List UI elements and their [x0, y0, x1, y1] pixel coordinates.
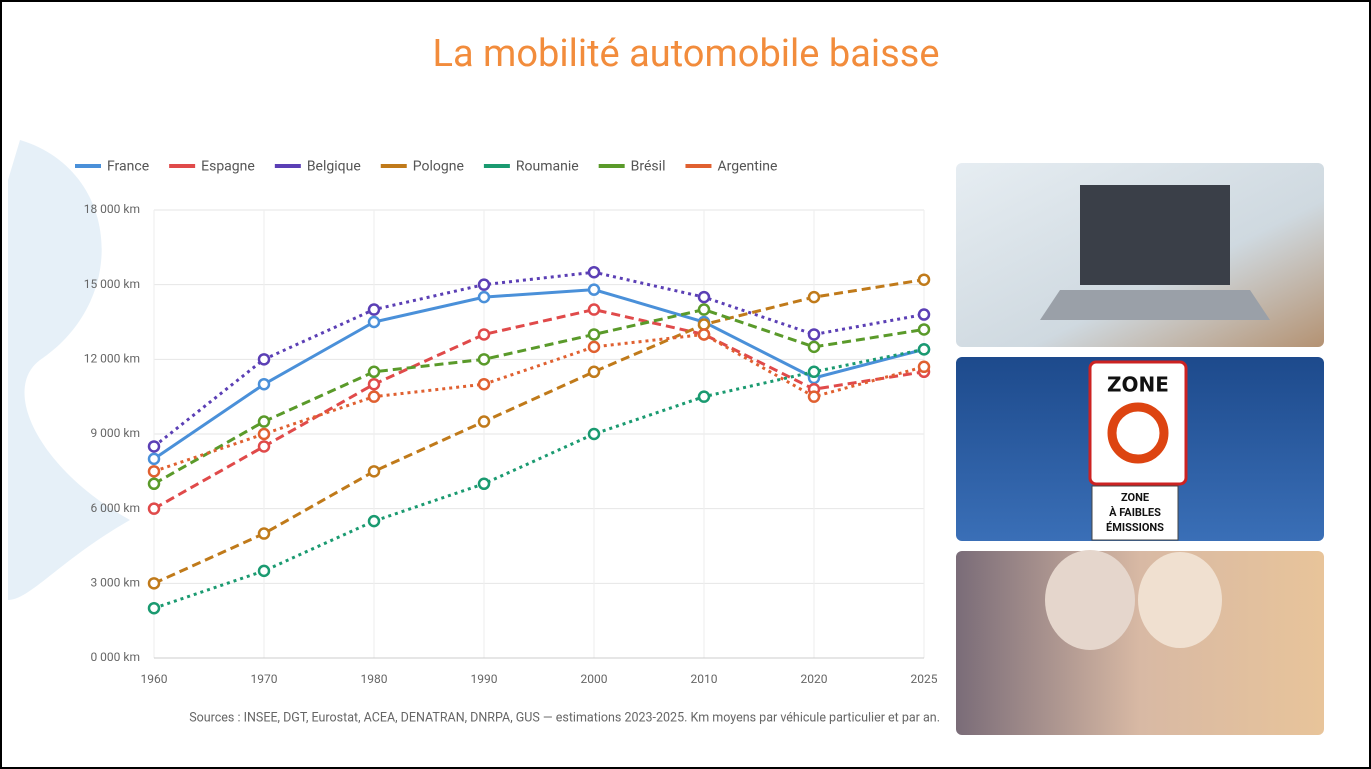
- point-marker: [147, 477, 161, 491]
- series-line: [153, 270, 925, 448]
- point-marker: [587, 328, 601, 341]
- legend-label: Belgique: [307, 159, 361, 175]
- laptop-base: [1040, 290, 1270, 320]
- x-tick-label: 2010: [691, 672, 718, 686]
- point-marker: [147, 502, 161, 515]
- x-tick-label: 1990: [471, 672, 498, 686]
- legend-label: Brésil: [631, 159, 666, 175]
- point-marker: [587, 303, 601, 316]
- y-tick-label: 15 000 km: [84, 277, 140, 291]
- person-head: [1045, 550, 1135, 650]
- point-marker: [477, 278, 491, 291]
- sign-panel: [1088, 360, 1188, 486]
- point-marker: [807, 328, 821, 341]
- point-marker: [587, 283, 601, 296]
- point-marker: [807, 365, 821, 379]
- legend-label: Pologne: [413, 159, 464, 175]
- series-line: [153, 307, 925, 486]
- sign-sub-text: ZONE: [1121, 491, 1149, 504]
- series-line: [153, 278, 925, 585]
- point-marker: [257, 440, 271, 453]
- chart-title: La mobilité automobile baisse: [433, 32, 940, 76]
- point-marker: [257, 377, 271, 391]
- point-marker: [697, 318, 711, 331]
- x-tick-label: 1980: [361, 672, 388, 686]
- sign-text: ZONE: [1107, 373, 1169, 397]
- point-marker: [697, 290, 711, 304]
- point-marker: [697, 390, 711, 403]
- point-marker: [147, 440, 161, 453]
- y-tick-label: 6 000 km: [90, 501, 140, 515]
- point-marker: [477, 477, 491, 491]
- legend-label: Argentine: [717, 159, 777, 175]
- point-marker: [257, 527, 271, 540]
- source-note: Sources : INSEE, DGT, Eurostat, ACEA, DE…: [189, 710, 940, 725]
- series-line: [153, 332, 925, 473]
- point-marker: [917, 308, 931, 321]
- point-marker: [807, 390, 821, 403]
- point-marker: [477, 415, 491, 428]
- point-marker: [367, 365, 381, 379]
- series-line: [153, 308, 925, 510]
- x-tick-label: 1970: [251, 672, 278, 686]
- y-tick-label: 9 000 km: [90, 426, 140, 440]
- point-marker: [147, 465, 161, 478]
- point-marker: [367, 377, 381, 391]
- sign-sub-text: À FAIBLES: [1109, 506, 1161, 519]
- point-marker: [367, 514, 381, 528]
- point-marker: [147, 601, 161, 615]
- y-tick-label: 0 000 km: [90, 650, 140, 664]
- series-line: [153, 347, 925, 610]
- point-marker: [587, 265, 601, 279]
- point-marker: [367, 465, 381, 478]
- x-tick-label: 1960: [141, 672, 168, 686]
- point-marker: [587, 427, 601, 441]
- point-marker: [257, 427, 271, 441]
- point-marker: [257, 415, 271, 428]
- sign-circle: [1107, 402, 1169, 464]
- point-marker: [367, 390, 381, 403]
- laptop-screen: [1080, 185, 1230, 285]
- point-marker: [147, 577, 161, 590]
- point-marker: [807, 290, 821, 304]
- y-tick-label: 18 000 km: [84, 202, 140, 216]
- series-line: [153, 288, 925, 461]
- point-marker: [587, 340, 601, 354]
- point-marker: [477, 353, 491, 366]
- photo-elderly-couple: [956, 551, 1324, 735]
- y-tick-label: 3 000 km: [90, 576, 140, 590]
- legend-label: Roumanie: [516, 159, 579, 175]
- y-tick-label: 12 000 km: [84, 352, 140, 366]
- x-tick-label: 2025: [911, 672, 938, 686]
- point-marker: [917, 273, 931, 286]
- point-marker: [697, 303, 711, 316]
- point-marker: [367, 303, 381, 316]
- point-marker: [917, 343, 931, 356]
- point-marker: [697, 328, 711, 341]
- legend-label: France: [107, 159, 149, 175]
- point-marker: [477, 290, 491, 304]
- sign-sub-panel: [1091, 485, 1179, 541]
- x-tick-label: 2020: [801, 672, 828, 686]
- point-marker: [477, 328, 491, 341]
- point-marker: [257, 353, 271, 366]
- legend: France Espagne Belgique Pologne Roumanie Brés…: [75, 159, 777, 175]
- point-marker: [147, 452, 161, 466]
- x-tick-label: 2000: [581, 672, 608, 686]
- point-marker: [917, 360, 931, 374]
- point-marker: [807, 340, 821, 354]
- point-marker: [367, 315, 381, 329]
- plot: 0 000 km 3 000 km 6 000 km 9 000 km 12 000 k…: [84, 202, 938, 686]
- point-marker: [587, 365, 601, 379]
- decor-swoosh: [8, 140, 130, 600]
- point-marker: [917, 323, 931, 336]
- point-marker: [257, 564, 271, 578]
- legend-label: Espagne: [201, 159, 255, 175]
- person-head: [1138, 552, 1222, 648]
- sign-sub-text: ÉMISSIONS: [1106, 521, 1164, 534]
- point-marker: [477, 377, 491, 391]
